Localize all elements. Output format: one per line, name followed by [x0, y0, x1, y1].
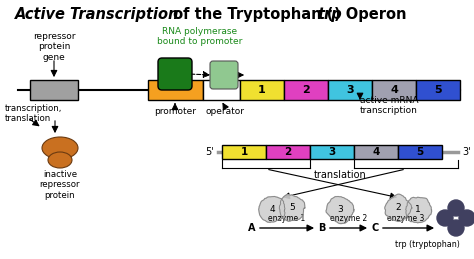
Text: A: A — [248, 223, 256, 233]
Text: active mRNA
transcription: active mRNA transcription — [360, 96, 419, 116]
Text: enzyme 1: enzyme 1 — [268, 214, 306, 223]
Ellipse shape — [48, 152, 72, 168]
Polygon shape — [406, 197, 432, 223]
FancyBboxPatch shape — [372, 80, 416, 100]
Circle shape — [459, 210, 474, 226]
Text: 1: 1 — [415, 205, 421, 214]
Text: transcription,
translation: transcription, translation — [5, 104, 63, 123]
Text: 1: 1 — [240, 147, 247, 157]
Text: 4: 4 — [390, 85, 398, 95]
Circle shape — [448, 200, 464, 216]
FancyBboxPatch shape — [416, 80, 460, 100]
Polygon shape — [385, 194, 412, 221]
Text: 4: 4 — [269, 205, 275, 214]
Text: 5: 5 — [289, 204, 295, 212]
Text: 4: 4 — [372, 147, 380, 157]
FancyBboxPatch shape — [266, 145, 310, 159]
FancyBboxPatch shape — [210, 61, 238, 89]
Text: inactive
repressor
protein: inactive repressor protein — [40, 170, 80, 200]
Text: 3: 3 — [328, 147, 336, 157]
Text: repressor
protein
gene: repressor protein gene — [33, 32, 75, 62]
FancyBboxPatch shape — [240, 80, 284, 100]
Text: enzyme 2: enzyme 2 — [330, 214, 367, 223]
Ellipse shape — [42, 137, 78, 159]
FancyBboxPatch shape — [148, 80, 203, 100]
Text: Active Transcription: Active Transcription — [15, 6, 179, 21]
FancyBboxPatch shape — [328, 80, 372, 100]
FancyBboxPatch shape — [284, 80, 328, 100]
Text: 5: 5 — [434, 85, 442, 95]
Text: 5: 5 — [416, 147, 424, 157]
Polygon shape — [279, 195, 305, 221]
FancyBboxPatch shape — [222, 145, 266, 159]
FancyBboxPatch shape — [398, 145, 442, 159]
Text: promoter: promoter — [154, 107, 196, 116]
FancyBboxPatch shape — [354, 145, 398, 159]
Circle shape — [448, 220, 464, 236]
FancyBboxPatch shape — [310, 145, 354, 159]
Text: 2: 2 — [284, 147, 292, 157]
Text: translation: translation — [314, 170, 366, 180]
FancyBboxPatch shape — [158, 58, 192, 90]
Text: 2: 2 — [395, 204, 401, 212]
Circle shape — [437, 210, 453, 226]
Text: B: B — [319, 223, 326, 233]
Text: 3': 3' — [462, 147, 471, 157]
Text: RNA polymerase
bound to promoter: RNA polymerase bound to promoter — [157, 27, 243, 46]
Polygon shape — [259, 197, 285, 222]
Text: 3: 3 — [346, 85, 354, 95]
Text: 5': 5' — [205, 147, 214, 157]
Text: 1: 1 — [258, 85, 266, 95]
Text: trp (tryptophan): trp (tryptophan) — [395, 240, 460, 249]
Polygon shape — [326, 197, 354, 224]
Text: enzyme 3: enzyme 3 — [387, 214, 425, 223]
Text: C: C — [371, 223, 379, 233]
FancyBboxPatch shape — [30, 80, 78, 100]
Text: operator: operator — [206, 107, 245, 116]
Text: ) Operon: ) Operon — [334, 6, 407, 21]
Text: 3: 3 — [337, 205, 343, 214]
Text: trp: trp — [317, 6, 342, 21]
Text: 2: 2 — [302, 85, 310, 95]
Text: of the Tryptophan (: of the Tryptophan ( — [168, 6, 333, 21]
FancyBboxPatch shape — [203, 80, 240, 100]
